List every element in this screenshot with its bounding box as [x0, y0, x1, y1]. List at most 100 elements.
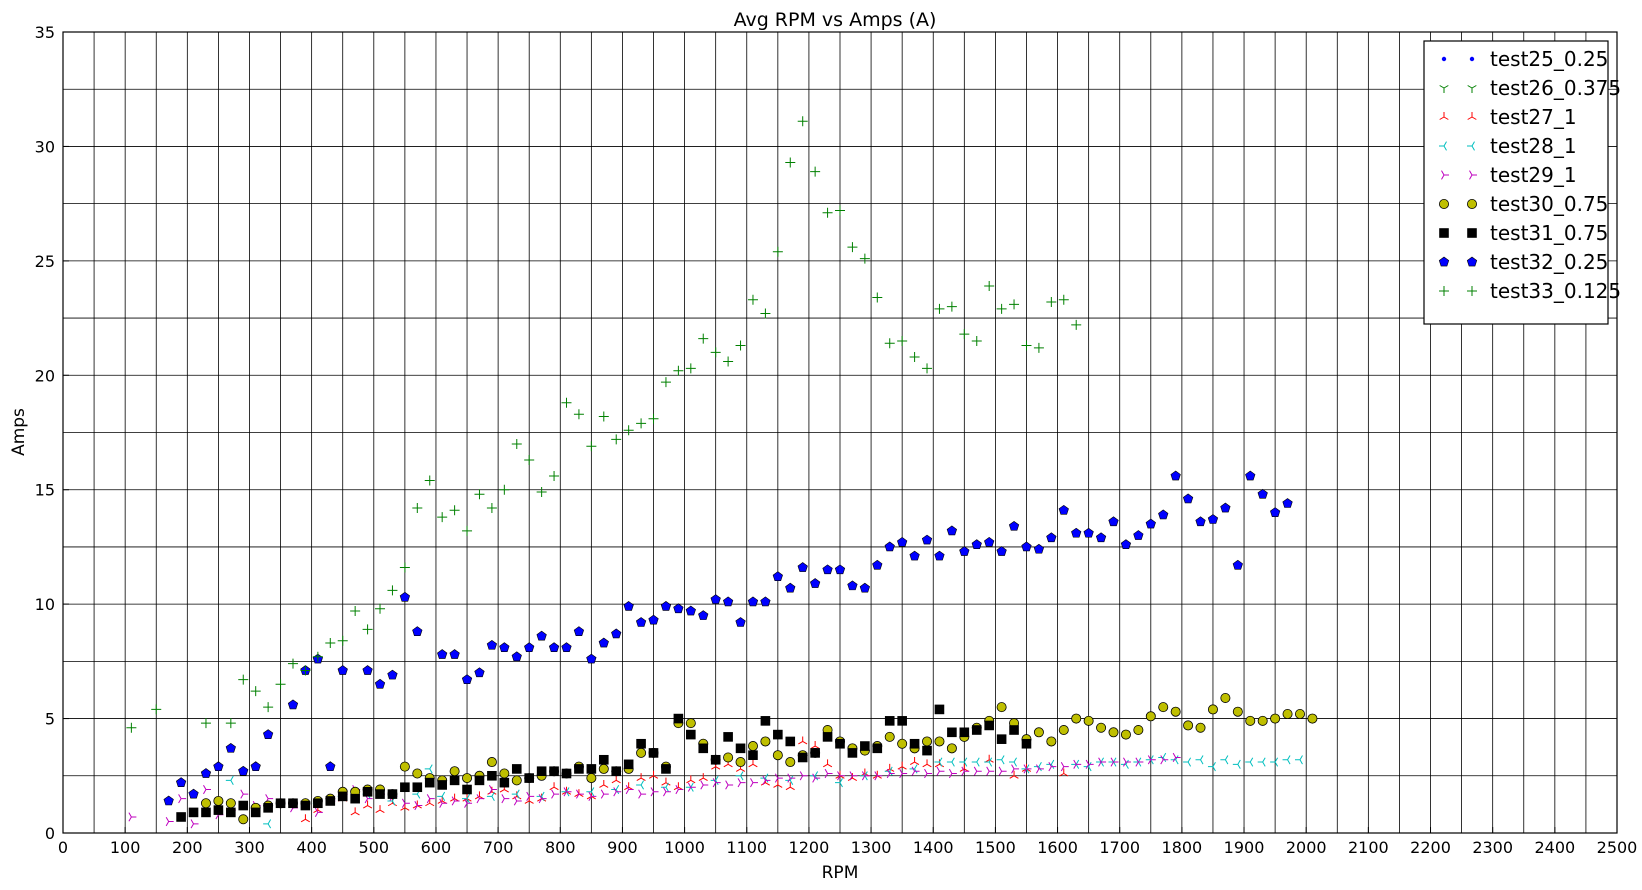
- data-point: [599, 779, 609, 788]
- data-point: [948, 768, 957, 779]
- data-point: [1294, 755, 1303, 765]
- data-point: [685, 718, 696, 729]
- data-point: [959, 329, 970, 340]
- data-point: [437, 649, 448, 659]
- data-point: [300, 665, 311, 676]
- legend-marker: [1439, 286, 1449, 296]
- data-point: [1083, 527, 1094, 538]
- x-tick-label: 200: [172, 838, 203, 857]
- x-tick-label: 400: [296, 838, 327, 857]
- data-point: [598, 754, 609, 765]
- data-point: [1245, 470, 1256, 481]
- legend-marker: [1439, 198, 1450, 209]
- data-point: [536, 487, 547, 498]
- data-point: [476, 794, 485, 804]
- data-point: [760, 716, 771, 726]
- x-tick-label: 700: [483, 838, 514, 857]
- legend-label: test30_0.75: [1490, 192, 1608, 216]
- data-point: [499, 642, 510, 652]
- x-tick-label: 1200: [789, 838, 830, 857]
- data-point: [1172, 752, 1181, 763]
- data-point: [387, 585, 398, 596]
- data-point: [897, 738, 908, 749]
- data-point: [1023, 764, 1032, 774]
- data-point: [1133, 757, 1142, 767]
- data-point: [486, 791, 495, 801]
- data-point: [188, 807, 199, 818]
- data-point: [1307, 713, 1318, 724]
- x-tick-label: 1500: [975, 838, 1016, 857]
- data-point: [561, 768, 572, 779]
- legend-marker: [1466, 256, 1478, 267]
- data-point: [1011, 764, 1020, 774]
- data-point: [586, 441, 597, 452]
- data-point: [462, 794, 470, 804]
- data-point: [1123, 757, 1131, 767]
- data-point: [834, 778, 843, 788]
- data-point: [325, 638, 336, 649]
- data-point: [240, 789, 249, 799]
- data-point: [1058, 294, 1069, 305]
- data-point: [1133, 530, 1144, 540]
- y-tick-label: 0: [45, 824, 55, 843]
- data-point: [1021, 541, 1032, 552]
- data-point: [750, 778, 758, 788]
- data-point: [575, 789, 584, 799]
- data-point: [735, 771, 744, 781]
- data-point: [961, 766, 970, 776]
- data-point: [1294, 708, 1305, 719]
- data-point: [762, 775, 771, 785]
- data-point: [561, 787, 570, 797]
- data-point: [188, 788, 199, 799]
- data-point: [350, 807, 360, 816]
- data-point: [986, 766, 995, 776]
- data-point: [549, 766, 559, 777]
- data-point: [673, 713, 684, 724]
- data-point: [611, 628, 622, 639]
- x-tick-label: 1000: [664, 838, 705, 857]
- data-point: [660, 782, 669, 792]
- data-point: [176, 812, 186, 822]
- legend-item: test28_1: [1439, 134, 1577, 158]
- data-point: [623, 425, 634, 436]
- data-points: [126, 116, 1318, 829]
- data-point: [747, 596, 759, 607]
- data-point: [1096, 722, 1107, 733]
- data-point: [773, 729, 783, 740]
- data-point: [748, 750, 758, 760]
- data-point: [474, 667, 485, 678]
- data-point: [225, 742, 236, 753]
- series-test33_0.125: [126, 116, 1082, 733]
- data-point: [1009, 299, 1020, 310]
- data-point: [946, 525, 957, 536]
- data-point: [710, 754, 721, 765]
- data-point: [449, 766, 460, 777]
- data-point: [1257, 757, 1266, 767]
- legend-item: test31_0.75: [1439, 221, 1608, 245]
- data-point: [996, 546, 1007, 556]
- data-point: [462, 784, 472, 795]
- data-point: [1071, 527, 1082, 538]
- data-point: [412, 768, 423, 779]
- data-point: [1009, 725, 1019, 735]
- data-point: [362, 665, 373, 675]
- legend-marker: [1439, 141, 1447, 151]
- data-point: [598, 637, 609, 648]
- data-point: [300, 800, 311, 811]
- y-tick-label: 10: [35, 595, 55, 614]
- data-point: [250, 686, 261, 697]
- data-point: [787, 773, 796, 783]
- data-point: [350, 793, 360, 804]
- data-point: [598, 411, 609, 422]
- data-point: [613, 787, 622, 797]
- data-point: [275, 798, 286, 809]
- data-point: [635, 617, 647, 627]
- data-point: [884, 731, 895, 742]
- data-point: [200, 718, 211, 729]
- data-point: [574, 764, 584, 774]
- data-point: [959, 546, 970, 556]
- data-point: [934, 550, 945, 561]
- data-point: [884, 338, 895, 349]
- data-point: [946, 301, 957, 312]
- legend-item: test32_0.25: [1438, 250, 1608, 274]
